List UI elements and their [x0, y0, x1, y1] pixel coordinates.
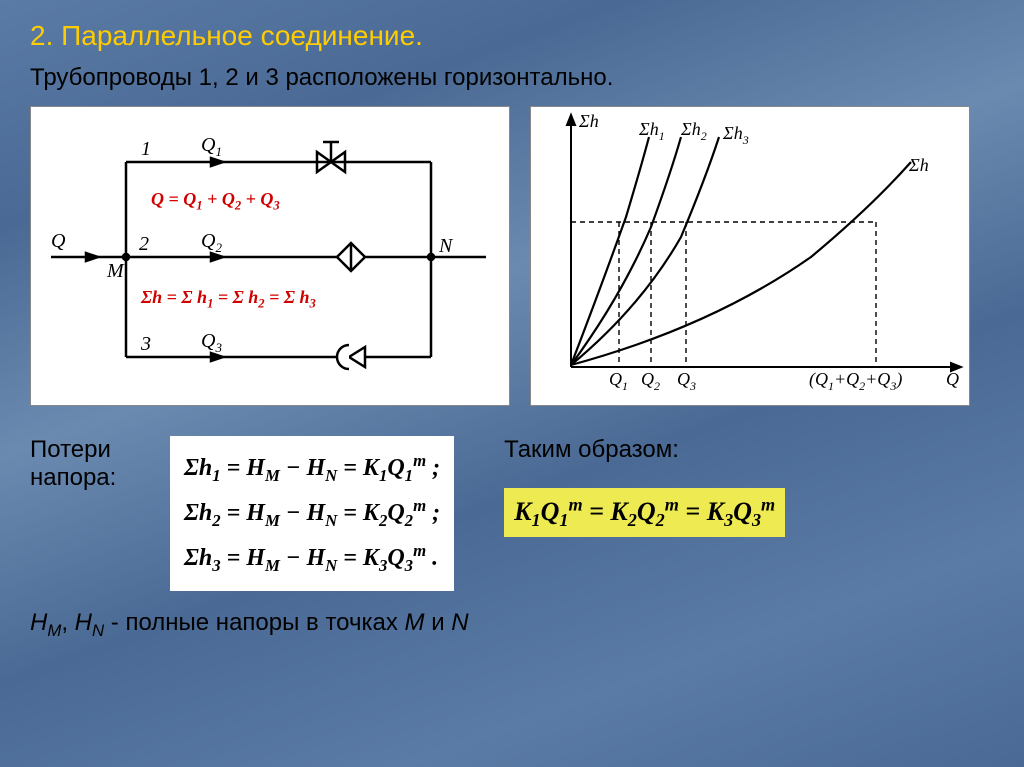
label-N: N	[438, 235, 454, 257]
svg-text:Q3: Q3	[677, 369, 696, 393]
characteristic-chart: Σh Q Σh1 Σh2 Σh3 Σh Q1 Q2 Q3 (Q1+Q2+Q3)	[530, 106, 970, 406]
label-Q2: Q2	[201, 230, 222, 255]
schematic-svg: Q M N 1 2 3 Q1 Q2 Q3	[31, 107, 511, 407]
loss-label: Потери напора:	[30, 436, 150, 492]
svg-text:Q2: Q2	[641, 369, 660, 393]
svg-text:Q: Q	[946, 369, 959, 389]
eq-head-equal: Σh = Σ h1 = Σ h2 = Σ h3	[141, 287, 316, 312]
svg-text:Σh1: Σh1	[638, 119, 665, 143]
loss-eq-2: Σh2 = HM − HN = K2Q2m ;	[184, 491, 440, 536]
thus-label: Таким образом:	[504, 436, 785, 464]
section-title: 2. Параллельное соединение.	[30, 20, 994, 52]
label-M: M	[106, 260, 125, 282]
label-1: 1	[141, 138, 151, 160]
chart-svg: Σh Q Σh1 Σh2 Σh3 Σh Q1 Q2 Q3 (Q1+Q2+Q3)	[531, 107, 971, 407]
svg-text:Σh2: Σh2	[680, 119, 707, 143]
loss-equations: Σh1 = HM − HN = K1Q1m ; Σh2 = HM − HN = …	[170, 436, 454, 591]
result-equation: K1Q1m = K2Q2m = K3Q3m	[504, 488, 785, 537]
svg-text:Q1: Q1	[609, 369, 628, 393]
loss-eq-3: Σh3 = HM − HN = K3Q3m .	[184, 536, 440, 581]
subtitle: Трубопроводы 1, 2 и 3 расположены горизо…	[30, 64, 994, 92]
footnote: HM, HN - полные напоры в точках M и N	[30, 609, 994, 641]
eq-flow-sum: Q = Q1 + Q2 + Q3	[151, 189, 280, 214]
svg-text:Σh: Σh	[908, 155, 929, 175]
label-Q1: Q1	[201, 134, 222, 159]
title-text: 2. Параллельное соединение.	[30, 20, 423, 51]
schematic-diagram: Q M N 1 2 3 Q1 Q2 Q3 Q = Q1 + Q2 + Q3 Σh…	[30, 106, 510, 406]
label-Q: Q	[51, 230, 66, 252]
label-3: 3	[140, 333, 151, 355]
equations-row: Потери напора: Σh1 = HM − HN = K1Q1m ; Σ…	[30, 436, 994, 591]
svg-text:Σh: Σh	[578, 111, 599, 131]
svg-text:Σh3: Σh3	[722, 123, 749, 147]
figures-row: Q M N 1 2 3 Q1 Q2 Q3 Q = Q1 + Q2 + Q3 Σh…	[30, 106, 994, 406]
label-Q3: Q3	[201, 330, 222, 355]
loss-eq-1: Σh1 = HM − HN = K1Q1m ;	[184, 446, 440, 491]
svg-text:(Q1+Q2+Q3): (Q1+Q2+Q3)	[809, 369, 902, 393]
label-2: 2	[139, 233, 149, 255]
